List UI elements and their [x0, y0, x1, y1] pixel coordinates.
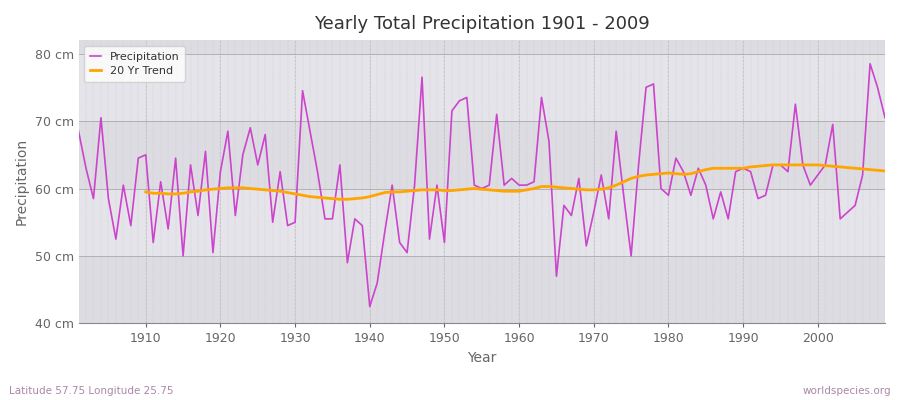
Precipitation — [521, 183, 532, 188]
Precipitation — [133, 156, 144, 160]
Bar — [78, 188, 885, 256]
Title: Yearly Total Precipitation 1901 - 2009: Yearly Total Precipitation 1901 - 2009 — [314, 15, 650, 33]
Precipitation — [364, 304, 375, 309]
Text: worldspecies.org: worldspecies.org — [803, 386, 891, 396]
Text: Latitude 57.75 Longitude 25.75: Latitude 57.75 Longitude 25.75 — [9, 386, 174, 396]
Precipitation — [865, 61, 876, 66]
Y-axis label: Precipitation: Precipitation — [15, 138, 29, 225]
Precipitation — [514, 183, 525, 188]
20 Yr Trend — [768, 162, 778, 167]
20 Yr Trend — [835, 164, 846, 169]
20 Yr Trend — [312, 195, 323, 200]
20 Yr Trend — [589, 188, 599, 192]
Legend: Precipitation, 20 Yr Trend: Precipitation, 20 Yr Trend — [84, 46, 185, 82]
X-axis label: Year: Year — [467, 351, 497, 365]
Precipitation — [73, 129, 84, 134]
20 Yr Trend — [335, 197, 346, 202]
Precipitation — [879, 115, 890, 120]
Bar — [78, 54, 885, 121]
20 Yr Trend — [140, 190, 151, 194]
Line: Precipitation: Precipitation — [78, 64, 885, 306]
Precipitation — [297, 88, 308, 93]
Bar — [78, 256, 885, 324]
20 Yr Trend — [857, 166, 868, 171]
Precipitation — [611, 129, 622, 134]
Line: 20 Yr Trend: 20 Yr Trend — [146, 165, 885, 199]
20 Yr Trend — [528, 186, 539, 191]
20 Yr Trend — [283, 190, 293, 195]
Precipitation — [342, 260, 353, 265]
Bar — [78, 40, 885, 54]
20 Yr Trend — [879, 168, 890, 173]
Bar — [78, 121, 885, 188]
